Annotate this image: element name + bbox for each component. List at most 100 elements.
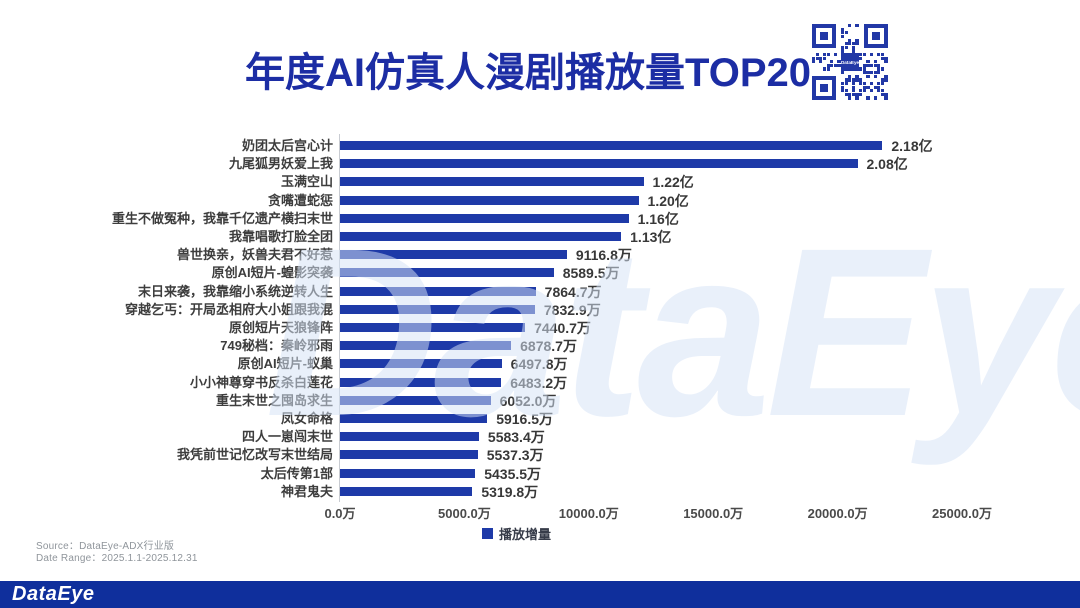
- category-label: 玉满空山: [280, 174, 333, 190]
- chart-row: 九尾狐男妖爱上我 2.08亿: [0, 155, 1080, 173]
- qr-module: [859, 56, 863, 60]
- qr-module: [866, 63, 870, 68]
- value-label: 5435.5万: [484, 465, 542, 482]
- bar-segment: [340, 395, 491, 405]
- qr-module: [841, 31, 845, 35]
- qr-module: [841, 71, 845, 75]
- qr-module: [822, 53, 827, 57]
- qr-module: [826, 67, 830, 71]
- chart-row: 奶团太后宫心计 2.18亿: [0, 137, 1080, 155]
- qr-module: [848, 38, 852, 42]
- value-label: 1.22亿: [652, 174, 694, 191]
- qr-module: [841, 85, 845, 89]
- qr-module: [837, 63, 841, 68]
- qr-module: [877, 63, 881, 68]
- value-label: 6497.8万: [510, 356, 568, 373]
- qr-module: [851, 42, 856, 46]
- qr-module: [855, 78, 859, 82]
- qr-module: [815, 56, 819, 60]
- qr-code: DataEye: [812, 24, 888, 100]
- qr-module: [866, 96, 870, 100]
- qr-module: [851, 81, 856, 86]
- qr-module: [837, 60, 841, 64]
- bar-segment: [340, 159, 858, 169]
- dataeye-logo: DataEye: [12, 583, 95, 605]
- qr-module: [873, 96, 877, 100]
- bar-segment: [340, 341, 512, 351]
- source-info: Source：DataEye-ADX行业版 Date Range：2025.1.…: [36, 541, 198, 565]
- value-label: 7832.9万: [543, 301, 601, 318]
- qr-module: [819, 60, 823, 64]
- category-label: 原创短片天狼锋阵: [228, 320, 333, 335]
- qr-module: [880, 89, 885, 93]
- qr-module: [848, 42, 852, 46]
- bar-segment: [340, 323, 526, 332]
- bar-segment: [340, 432, 479, 442]
- qr-module: [866, 60, 870, 64]
- qr-module: [873, 85, 877, 89]
- qr-module: [859, 78, 863, 82]
- qr-module: [869, 63, 874, 68]
- x-tick-label: 5000.0万: [438, 506, 491, 521]
- category-label: 749秘档：秦岭邪雨: [220, 338, 333, 354]
- qr-module: [873, 71, 877, 75]
- qr-module: [833, 63, 837, 68]
- chart-row: 末日来袭，我靠缩小系统逆转人生 7864.7万: [0, 283, 1080, 301]
- qr-module: [812, 60, 816, 64]
- chart-row: 兽世换亲，妖兽夫君不好惹 9116.8万: [0, 246, 1080, 264]
- qr-module: [841, 89, 845, 93]
- qr-module: [869, 89, 874, 93]
- value-label: 5537.3万: [486, 447, 544, 464]
- chart-row: 重生末世之囤岛求生 6052.0万: [0, 392, 1080, 410]
- qr-module: [884, 92, 888, 97]
- bar-chart: 奶团太后宫心计 2.18亿 九尾狐男妖爱上我 2.08亿 玉满空山 1.22亿 贪嘴遭蛇惩 1…: [0, 134, 1080, 542]
- chart-row: 太后传第1部 5435.5万: [0, 465, 1080, 483]
- qr-module: [851, 49, 856, 53]
- qr-module: [844, 31, 848, 35]
- chart-row: 贪嘴遭蛇惩 1.20亿: [0, 192, 1080, 210]
- chart-row: 穿越乞丐：开局丞相府大小姐跟我混 7832.9万: [0, 301, 1080, 319]
- qr-module: [869, 71, 874, 75]
- qr-module: [822, 67, 827, 71]
- qr-module: [855, 92, 859, 97]
- qr-module: [880, 53, 885, 57]
- qr-module: [844, 81, 848, 86]
- category-label: 原创AI短片-蝗影突袭: [211, 265, 333, 281]
- bar-segment: [340, 377, 502, 387]
- qr-module: [841, 81, 845, 86]
- y-axis-line: [339, 134, 340, 502]
- category-label: 重生不做冤种，我靠千亿遗产横扫末世: [111, 210, 333, 226]
- category-label: 贪嘴遭蛇惩: [267, 192, 333, 208]
- qr-module: [848, 92, 852, 97]
- category-label: 末日来袭，我靠缩小系统逆转人生: [137, 283, 333, 299]
- qr-module: [880, 67, 885, 71]
- value-label: 1.13亿: [630, 229, 672, 245]
- qr-module: [826, 53, 830, 57]
- chart-row: 重生不做冤种，我靠千亿遗产横扫末世 1.16亿: [0, 210, 1080, 228]
- category-label: 神君鬼夫: [280, 483, 333, 499]
- qr-module: [877, 85, 881, 89]
- bar-segment: [340, 177, 644, 187]
- qr-module: [873, 60, 877, 64]
- x-tick-label: 0.0万: [324, 506, 356, 521]
- x-tick-label: 10000.0万: [558, 506, 619, 521]
- qr-module: [848, 78, 852, 82]
- qr-module: [844, 92, 848, 97]
- category-label: 原创AI短片-蚁巢: [237, 356, 333, 372]
- bar-segment: [340, 414, 488, 423]
- qr-module: [855, 74, 859, 78]
- qr-module: [859, 89, 863, 93]
- category-label: 凤女命格: [280, 411, 333, 426]
- qr-module: [855, 96, 859, 100]
- qr-module: [844, 89, 848, 93]
- category-label: 我凭前世记忆改写末世结局: [176, 447, 333, 463]
- category-label: 穿越乞丐：开局丞相府大小姐跟我混: [124, 301, 333, 317]
- qr-module: [869, 81, 874, 86]
- qr-module: [862, 53, 866, 57]
- qr-module: [830, 60, 834, 64]
- bar-segment: [340, 450, 478, 460]
- qr-module: [855, 42, 859, 46]
- qr-module: [880, 92, 885, 97]
- chart-row: 我凭前世记忆改写末世结局 5537.3万: [0, 446, 1080, 464]
